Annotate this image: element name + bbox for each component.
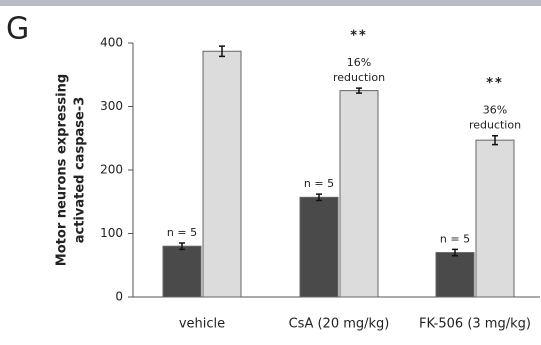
y-axis-label: activated caspase-3 <box>73 97 88 244</box>
bar <box>436 253 474 297</box>
bar <box>203 51 241 297</box>
y-tick-label: 200 <box>100 163 123 177</box>
y-tick-label: 300 <box>100 99 123 113</box>
y-tick-label: 0 <box>115 290 123 304</box>
annotation: n = 5 <box>440 232 470 245</box>
y-tick-label: 100 <box>100 226 123 240</box>
annotation: n = 5 <box>167 226 197 239</box>
panel-label: G <box>6 12 29 47</box>
x-tick-label: FK-506 (3 mg/kg) <box>419 317 531 332</box>
x-tick-label: CsA (20 mg/kg) <box>289 317 390 332</box>
annotation: reduction <box>333 71 385 84</box>
bar <box>476 140 514 297</box>
bar <box>340 91 378 297</box>
annotation: n = 5 <box>304 177 334 190</box>
annotation: reduction <box>469 119 521 132</box>
bar <box>300 197 338 297</box>
y-tick-label: 400 <box>100 36 123 50</box>
annotation: 16% <box>347 56 371 69</box>
bar <box>163 246 201 297</box>
annotation: 36% <box>483 104 507 117</box>
significance-mark: ** <box>350 29 368 44</box>
y-axis-label: Motor neurons expressing <box>55 74 70 266</box>
image-strip <box>0 0 541 6</box>
x-tick-label: vehicle <box>179 317 225 332</box>
significance-mark: ** <box>486 76 504 91</box>
chart: G Motor neurons expressing activated cas… <box>0 0 541 345</box>
